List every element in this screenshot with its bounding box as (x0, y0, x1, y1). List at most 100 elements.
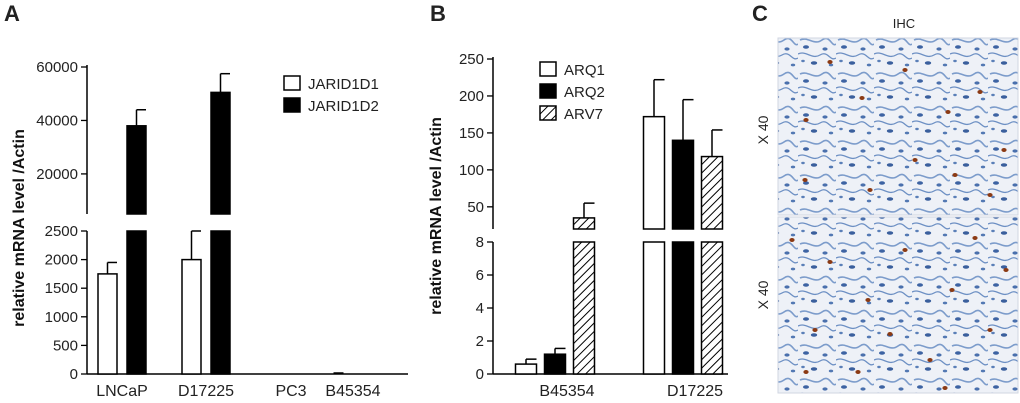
chart-a: relative mRNA level /Actin 0 500 1000 1500 2… (11, 59, 408, 400)
bar (126, 230, 147, 375)
legend-swatch (539, 83, 557, 99)
panel-label-a: A (4, 1, 20, 26)
x-tick-label: B45354 (539, 383, 594, 400)
y-tick-label: 50 (467, 199, 484, 216)
legend-label: ARQ1 (564, 62, 605, 79)
stained-nucleus (987, 193, 993, 197)
bar (543, 353, 567, 375)
y-tick-label: 2 (476, 333, 484, 350)
ihc-bottom-magnification: X 40 (755, 280, 771, 309)
bar (210, 91, 231, 215)
chart-a-legend: JARID1D1 JARID1D2 (283, 75, 379, 115)
x-tick-label: D17225 (667, 383, 723, 400)
y-tick-label: 6 (476, 267, 484, 284)
y-tick-label: 40000 (36, 112, 78, 129)
stained-nucleus (827, 260, 833, 264)
stained-nucleus (902, 248, 908, 252)
bar (514, 363, 538, 375)
chart-a-categories: LNCaP D17225 PC3 B45354 (96, 383, 380, 400)
bar (671, 139, 695, 230)
chart-b-ylabel: relative mRNA level /Actin (428, 117, 445, 315)
stained-nucleus (949, 288, 955, 292)
chart-a-ylabel: relative mRNA level /Actin (11, 129, 28, 327)
panel-label-c: C (752, 1, 768, 26)
stained-nucleus (803, 118, 809, 122)
stained-nucleus (952, 173, 958, 177)
y-tick-label: 2000 (45, 252, 78, 269)
chart-b-legend: ARQ1 ARQ2 ARV7 (539, 61, 605, 123)
y-tick-label: 500 (53, 337, 78, 354)
chart-b: relative mRNA level /Actin 0 2 4 6 8 50 100 150… (428, 51, 728, 400)
ihc-top-magnification: X 40 (755, 115, 771, 144)
chart-b-categories: B45354 D17225 (539, 383, 723, 400)
legend-swatch (539, 61, 557, 77)
x-tick-label: PC3 (275, 383, 306, 400)
legend-swatch (283, 75, 301, 91)
stained-nucleus (942, 386, 948, 390)
stained-nucleus (802, 178, 808, 182)
stained-nucleus (1003, 268, 1009, 272)
bar (572, 241, 596, 375)
stained-nucleus (972, 236, 978, 240)
ihc-image-bottom (777, 216, 1019, 394)
stained-nucleus (902, 68, 908, 72)
ihc-panel: IHC X 40 X 40 (755, 16, 1019, 394)
stained-nucleus (927, 358, 933, 362)
stained-nucleus (977, 90, 983, 94)
y-tick-label: 150 (459, 125, 484, 142)
x-tick-label: B45354 (325, 383, 380, 400)
chart-b-ticks: 0 2 4 6 8 50 100 150 200 250 (459, 51, 493, 383)
y-tick-label: 0 (70, 366, 78, 383)
ihc-image-top (777, 37, 1019, 216)
stained-nucleus (803, 370, 809, 374)
ihc-stained-nuclei (789, 60, 1009, 390)
stained-nucleus (827, 60, 833, 64)
y-tick-label: 200 (459, 88, 484, 105)
stained-nucleus (1001, 148, 1007, 152)
stained-nucleus (987, 328, 993, 332)
legend-label: ARQ2 (564, 84, 605, 101)
y-tick-label: 60000 (36, 59, 78, 76)
y-tick-label: 1000 (45, 309, 78, 326)
stained-nucleus (912, 158, 918, 162)
stained-nucleus (867, 188, 873, 192)
bar (572, 217, 596, 230)
y-tick-label: 4 (476, 300, 484, 317)
stained-nucleus (812, 328, 818, 332)
chart-a-bars (97, 72, 344, 375)
chart-b-bars (514, 78, 724, 375)
y-tick-label: 8 (476, 234, 484, 251)
bar (181, 258, 202, 375)
stained-nucleus (789, 238, 795, 242)
x-tick-label: D17225 (178, 383, 234, 400)
y-tick-label: 2500 (45, 223, 78, 240)
bar (642, 115, 666, 230)
y-tick-label: 100 (459, 162, 484, 179)
stained-nucleus (945, 110, 951, 114)
ihc-title: IHC (893, 16, 915, 31)
legend-swatch (283, 97, 301, 113)
y-tick-label: 0 (476, 366, 484, 383)
legend-label: JARID1D2 (308, 98, 379, 115)
stained-nucleus (865, 298, 871, 302)
bar (97, 273, 118, 375)
bar (700, 155, 724, 230)
bar (642, 241, 666, 375)
panel-label-b: B (430, 1, 446, 26)
bar (700, 241, 724, 375)
x-tick-label: LNCaP (96, 383, 148, 400)
stained-nucleus (859, 96, 865, 100)
bar (671, 241, 695, 375)
y-tick-label: 20000 (36, 166, 78, 183)
y-tick-label: 1500 (45, 280, 78, 297)
chart-a-ticks: 0 500 1000 1500 2000 2500 20000 40000 60000 (36, 59, 87, 383)
bar (126, 125, 147, 215)
stained-nucleus (887, 332, 893, 336)
legend-swatch (539, 105, 557, 121)
y-tick-label: 250 (459, 51, 484, 68)
bar (210, 230, 231, 375)
stained-nucleus (855, 370, 861, 374)
legend-label: ARV7 (564, 106, 603, 123)
legend-label: JARID1D1 (308, 76, 379, 93)
